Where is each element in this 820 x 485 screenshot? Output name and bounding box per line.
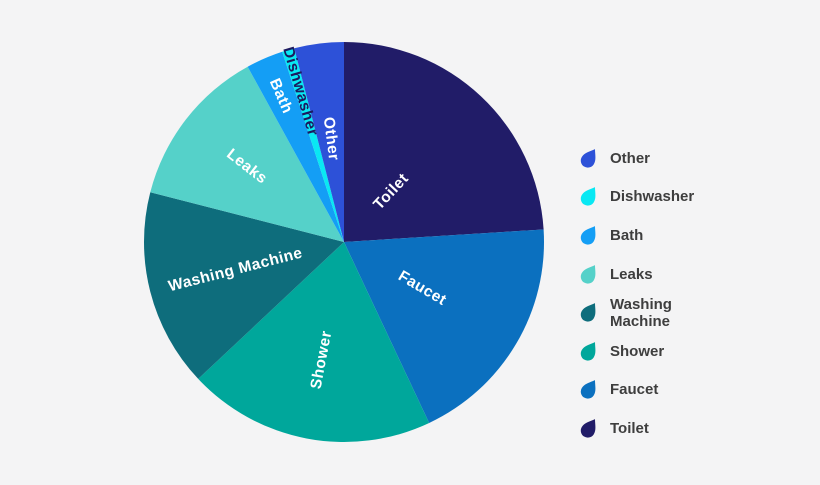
water-drop-icon bbox=[580, 303, 596, 322]
pie-label-other: Other bbox=[320, 116, 342, 162]
legend-label: Washing Machine bbox=[610, 295, 672, 330]
pie-slice-leaks bbox=[150, 66, 344, 242]
water-drop-icon bbox=[580, 148, 596, 168]
water-drop-icon bbox=[580, 419, 596, 438]
legend-label: Other bbox=[610, 149, 651, 167]
pie-slice-other bbox=[294, 42, 344, 242]
pie-chart: Toilet Faucet Shower Washing Machine Leaks Ba… bbox=[134, 32, 554, 452]
legend-item-dishwasher: Dishwasher bbox=[578, 179, 728, 218]
legend-item-shower: Shower bbox=[578, 333, 728, 372]
legend-label: Faucet bbox=[610, 381, 659, 399]
legend: Other Dishwasher Bath Leaks Washing Machine S… bbox=[578, 140, 728, 449]
legend-item-toilet: Toilet bbox=[578, 410, 728, 449]
legend-item-washing-machine: Washing Machine bbox=[578, 294, 728, 333]
pie-slice-shower bbox=[198, 242, 430, 443]
water-drop-icon bbox=[580, 341, 596, 361]
pie-slice-washing-machine bbox=[143, 192, 344, 379]
legend-label: Leaks bbox=[610, 265, 653, 283]
legend-label: Shower bbox=[610, 342, 665, 360]
legend-item-leaks: Leaks bbox=[578, 256, 728, 295]
water-drop-icon bbox=[580, 187, 596, 206]
legend-item-other: Other bbox=[578, 140, 728, 179]
pie-slice-toilet bbox=[344, 42, 544, 242]
water-drop-icon bbox=[580, 380, 596, 399]
water-drop-icon bbox=[580, 264, 596, 284]
water-drop-icon bbox=[580, 226, 596, 245]
legend-item-faucet: Faucet bbox=[578, 372, 728, 411]
legend-label: Toilet bbox=[610, 420, 649, 438]
legend-label: Bath bbox=[610, 227, 644, 245]
pie-slice-dishwasher bbox=[282, 48, 344, 242]
legend-item-bath: Bath bbox=[578, 217, 728, 256]
legend-label: Dishwasher bbox=[610, 188, 695, 206]
pie-slice-faucet bbox=[344, 229, 545, 423]
pie-slice-bath bbox=[247, 51, 344, 242]
